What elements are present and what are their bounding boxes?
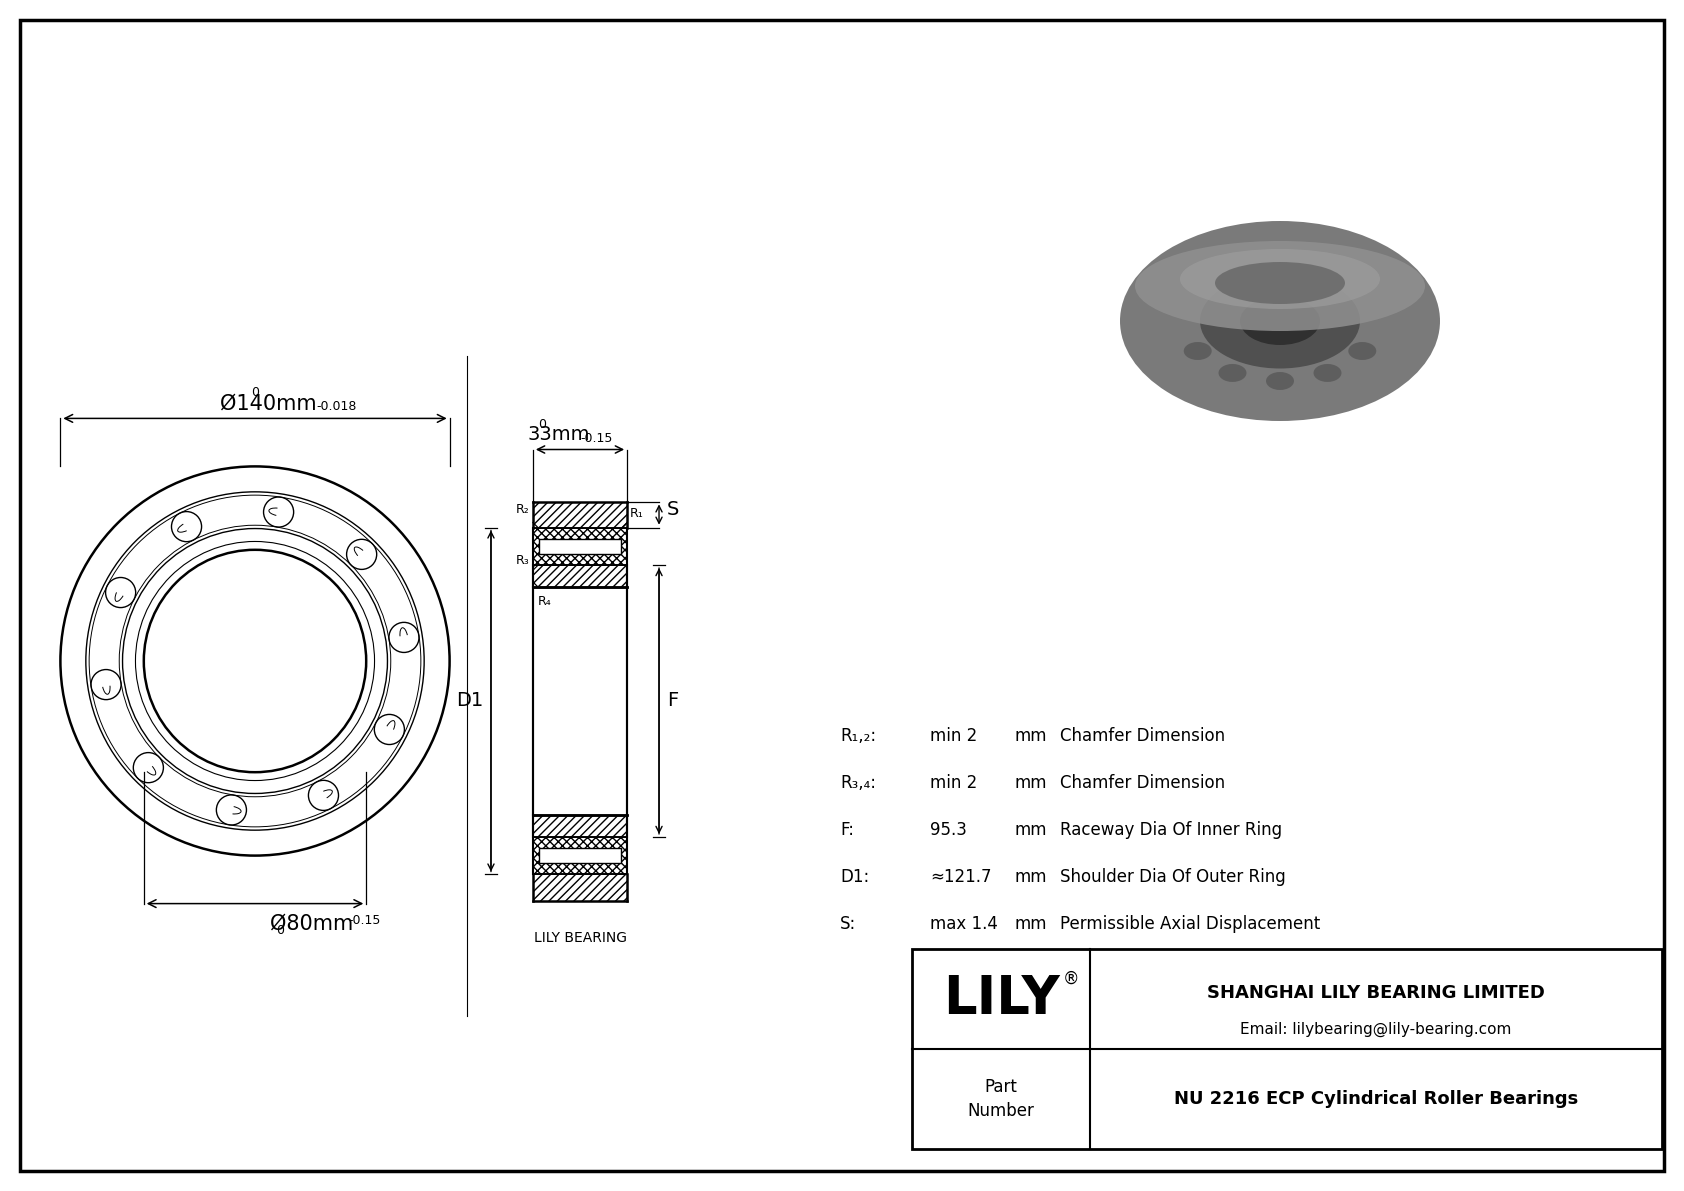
Ellipse shape [1219,364,1246,382]
Text: F:: F: [840,821,854,838]
Text: max 1.4: max 1.4 [930,915,999,933]
Text: R₄: R₄ [537,596,552,607]
Bar [539,540,621,554]
Text: LILY: LILY [943,973,1059,1025]
Text: Ø80mm: Ø80mm [269,913,354,934]
Text: mm: mm [1015,915,1047,933]
Ellipse shape [1266,372,1293,389]
Text: R₃: R₃ [517,554,530,567]
Text: ®: ® [1063,969,1079,989]
Text: R₂: R₂ [517,503,530,516]
Bar [532,874,626,900]
Text: 0: 0 [539,418,546,430]
Text: 0: 0 [276,923,285,936]
Text: Ø140mm: Ø140mm [221,393,317,413]
Text: Shoulder Dia Of Outer Ring: Shoulder Dia Of Outer Ring [1059,868,1287,886]
Bar [532,566,626,587]
Ellipse shape [1349,342,1376,360]
Bar [532,528,626,566]
Text: S:: S: [840,915,855,933]
Ellipse shape [1135,241,1425,331]
Ellipse shape [1214,262,1346,304]
Text: SHANGHAI LILY BEARING LIMITED: SHANGHAI LILY BEARING LIMITED [1207,984,1544,1002]
Text: D1:: D1: [840,868,869,886]
Text: 95.3: 95.3 [930,821,967,838]
Text: -0.15: -0.15 [349,913,381,927]
Text: LILY BEARING: LILY BEARING [534,930,626,944]
Bar [532,587,626,815]
Text: D1: D1 [456,692,483,711]
Ellipse shape [1239,297,1320,345]
Ellipse shape [1120,222,1440,420]
Text: Email: lilybearing@lily-bearing.com: Email: lilybearing@lily-bearing.com [1241,1022,1512,1036]
Text: -0.018: -0.018 [317,400,357,413]
Ellipse shape [1201,274,1361,368]
Text: min 2: min 2 [930,774,977,792]
Text: 33mm: 33mm [529,425,591,444]
Text: mm: mm [1015,727,1047,746]
Bar [913,949,1662,1149]
Text: -0.15: -0.15 [579,431,613,444]
Text: NU 2216 ECP Cylindrical Roller Bearings: NU 2216 ECP Cylindrical Roller Bearings [1174,1090,1578,1108]
Text: Part
Number: Part Number [968,1078,1034,1120]
Text: mm: mm [1015,868,1047,886]
Text: mm: mm [1015,774,1047,792]
Bar [532,815,626,837]
Ellipse shape [1184,342,1212,360]
Bar [532,501,626,528]
Ellipse shape [1180,249,1379,308]
Text: 0: 0 [251,386,259,399]
Bar [532,837,626,874]
Text: Raceway Dia Of Inner Ring: Raceway Dia Of Inner Ring [1059,821,1282,838]
Text: F: F [667,692,679,711]
Text: R₁: R₁ [630,506,643,519]
Ellipse shape [1314,364,1342,382]
Text: R₃,₄:: R₃,₄: [840,774,876,792]
Text: Chamfer Dimension: Chamfer Dimension [1059,774,1226,792]
Text: R₁,₂:: R₁,₂: [840,727,876,746]
Text: S: S [667,500,679,519]
Text: min 2: min 2 [930,727,977,746]
Bar [539,848,621,862]
Text: ≈121.7: ≈121.7 [930,868,992,886]
Text: Chamfer Dimension: Chamfer Dimension [1059,727,1226,746]
Text: Permissible Axial Displacement: Permissible Axial Displacement [1059,915,1320,933]
Text: mm: mm [1015,821,1047,838]
